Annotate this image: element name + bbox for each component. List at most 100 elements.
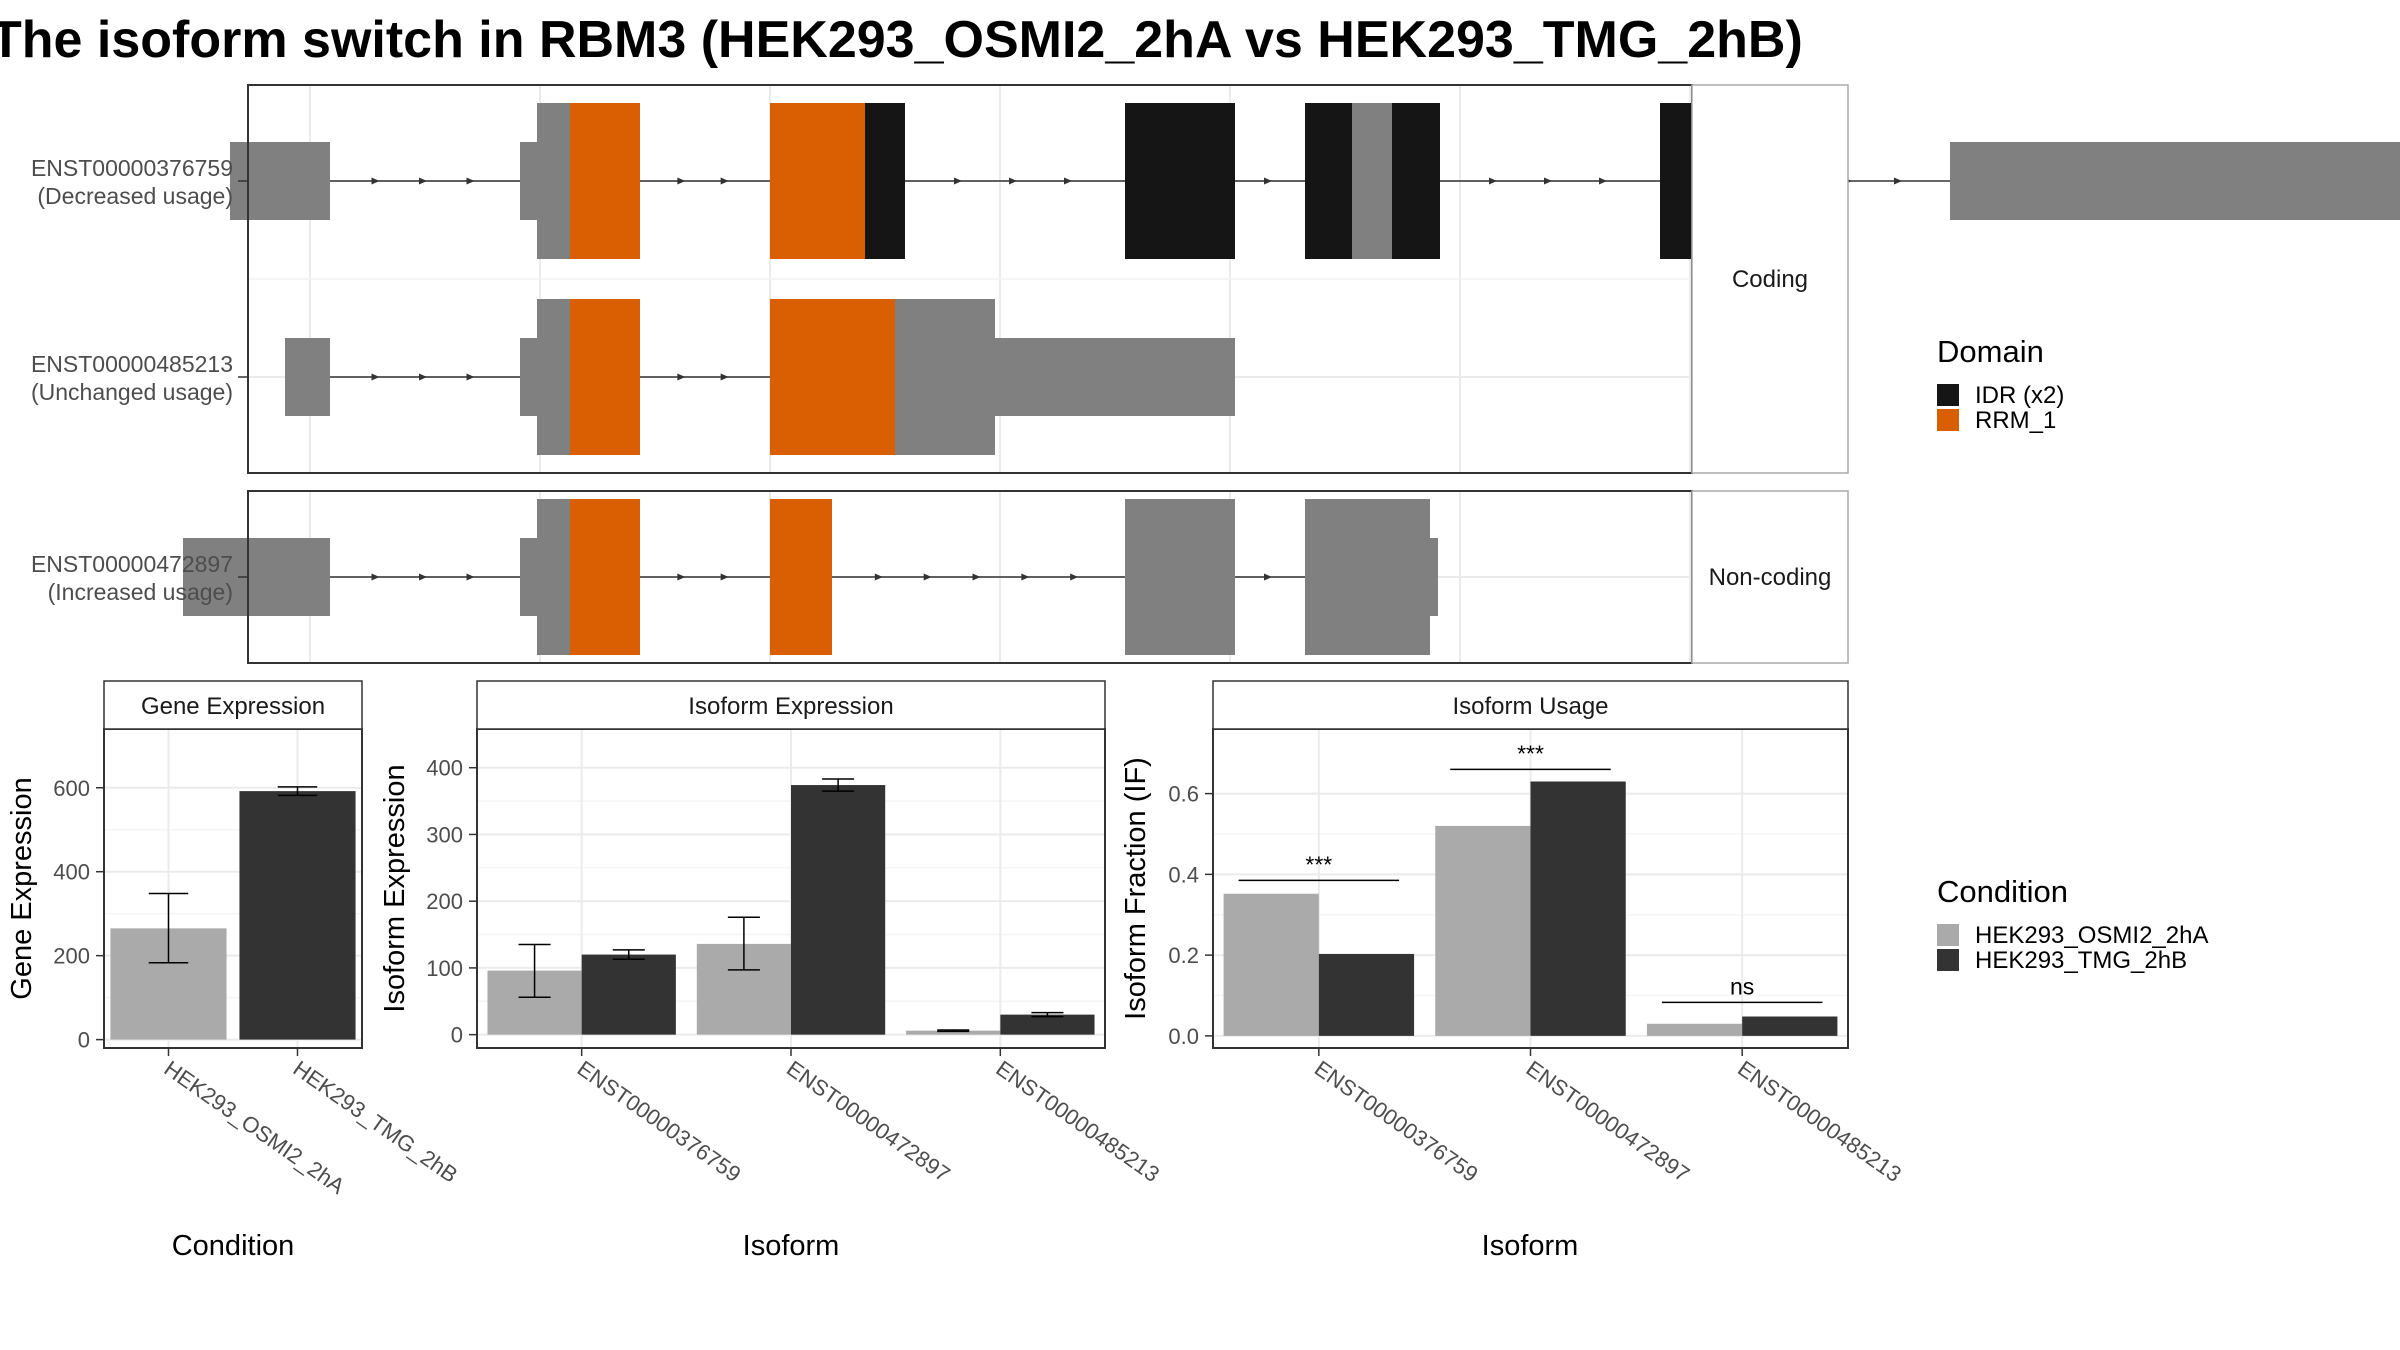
strand-arrow <box>1544 177 1552 185</box>
strand-arrow <box>371 573 380 581</box>
strand-arrow <box>466 177 475 185</box>
facet-strip-label: Coding <box>1732 266 1808 293</box>
chart-title: Isoform Usage <box>1452 693 1608 720</box>
bar-charts: Gene Expression0200400600HEK293_OSMI2_2h… <box>6 680 1906 1262</box>
chart-isoform-usage: *** *** ns Isoform Usage 0.0 0.2 0.4 0.6 ENST000… <box>1120 680 1906 1262</box>
error-bar <box>518 943 551 999</box>
strand-arrow <box>677 373 686 381</box>
exon-segment <box>995 338 1235 416</box>
y-tick-label: 0 <box>451 1023 463 1048</box>
significance-label: ns <box>1730 973 1754 999</box>
strand-arrow <box>466 373 475 381</box>
strand-arrow <box>371 373 380 381</box>
exon-segment <box>1352 103 1392 259</box>
y-tick-label: 400 <box>53 860 90 885</box>
bar <box>1435 825 1531 1036</box>
transcript-track <box>230 103 2400 259</box>
y-tick-label: 300 <box>426 822 463 847</box>
error-bar <box>1031 1011 1064 1018</box>
domain-segment-rrm <box>570 299 640 455</box>
transcript-track <box>285 299 1235 455</box>
strand-arrow <box>1009 177 1017 185</box>
exon-segment <box>1125 499 1235 655</box>
facet-strip <box>476 680 1106 730</box>
domain-segment-idr <box>1125 103 1235 259</box>
error-bar <box>277 786 318 797</box>
transcript-track <box>183 499 1438 655</box>
strand-arrow <box>720 373 729 381</box>
chart-isoform-expression: Isoform Expression 0 100 200 300 400 ENST00000… <box>379 680 1164 1262</box>
y-tick-label: 200 <box>426 889 463 914</box>
transcript-id-label: ENST00000376759 <box>31 155 233 181</box>
chart-title: Isoform Expression <box>688 693 893 720</box>
strand-arrow <box>419 373 427 381</box>
strand-arrow <box>1070 573 1079 581</box>
bar <box>791 785 886 1035</box>
strand-arrow <box>874 573 883 581</box>
error-bar <box>612 949 645 960</box>
strand-arrow <box>677 573 686 581</box>
facet-strip <box>103 680 363 730</box>
exon-segment <box>520 338 537 416</box>
exon-segment <box>1950 142 2400 220</box>
domain-segment-rrm <box>770 499 832 655</box>
strand-arrow <box>419 573 427 581</box>
y-tick-label: 0.0 <box>1168 1024 1199 1049</box>
isoform-structure-plot: ENST00000376759(Decreased usage) ENST0000… <box>31 84 2400 664</box>
strand-arrow <box>371 177 380 185</box>
strand-arrow <box>1894 177 1902 185</box>
x-axis-title: Condition <box>172 1230 295 1262</box>
bar <box>1742 1016 1838 1036</box>
y-tick-label: 200 <box>53 944 90 969</box>
facet-strip <box>1691 490 1849 664</box>
legend-key <box>1937 949 1959 971</box>
legend-key <box>1937 409 1959 431</box>
exon-segment <box>520 538 537 616</box>
x-tick-label: ENST00000472897 <box>782 1056 955 1187</box>
x-axis-title: Isoform <box>743 1230 840 1262</box>
legend-key <box>1937 384 1959 406</box>
strand-arrow <box>1489 177 1497 185</box>
x-tick-label: ENST00000472897 <box>1522 1056 1695 1187</box>
legend-label: IDR (x2) <box>1975 382 2064 409</box>
y-axis-title: Isoform Fraction (IF) <box>1120 757 1152 1020</box>
facet-strip-label: Non-coding <box>1709 564 1832 591</box>
domain-segment-rrm <box>770 103 865 259</box>
domain-segment-idr <box>1392 103 1440 259</box>
legend-label: HEK293_TMG_2hB <box>1975 947 2187 974</box>
strand-arrow <box>954 177 962 185</box>
x-tick-label: ENST00000376759 <box>1310 1056 1483 1187</box>
y-tick-label: 100 <box>426 956 463 981</box>
exon-segment <box>895 299 995 455</box>
significance-label: *** <box>1517 740 1544 766</box>
y-tick-label: 0 <box>78 1028 90 1053</box>
exon-segment <box>1430 538 1438 616</box>
legend-title: Domain <box>1937 334 2044 369</box>
strand-arrow <box>466 573 475 581</box>
bar <box>1530 781 1626 1036</box>
x-tick-label: ENST00000485213 <box>1733 1056 1906 1187</box>
strand-arrow <box>720 573 729 581</box>
legends: Domain IDR (x2)RRM_1 Condition HEK293_OSMI2… <box>1937 334 2208 974</box>
strand-arrow <box>677 177 686 185</box>
exon-segment <box>285 338 330 416</box>
facet-strip <box>1691 84 1849 474</box>
chart-title: Gene Expression <box>141 693 325 720</box>
transcript-usage-label: (Decreased usage) <box>37 183 233 209</box>
domain-segment-idr <box>1305 103 1352 259</box>
transcript-usage-label: (Unchanged usage) <box>31 379 233 405</box>
error-bar <box>822 778 855 792</box>
error-bar <box>148 892 189 964</box>
domain-segment-rrm <box>570 103 640 259</box>
domain-segment-idr <box>865 103 905 259</box>
legend-domain: Domain IDR (x2)RRM_1 <box>1937 334 2064 434</box>
exon-segment <box>1305 499 1430 655</box>
legend-label: RRM_1 <box>1975 407 2056 434</box>
significance-label: *** <box>1305 851 1332 877</box>
strand-arrow <box>972 573 981 581</box>
bar <box>1318 953 1415 1036</box>
y-tick-label: 0.4 <box>1168 862 1199 887</box>
bar <box>906 1030 1001 1035</box>
